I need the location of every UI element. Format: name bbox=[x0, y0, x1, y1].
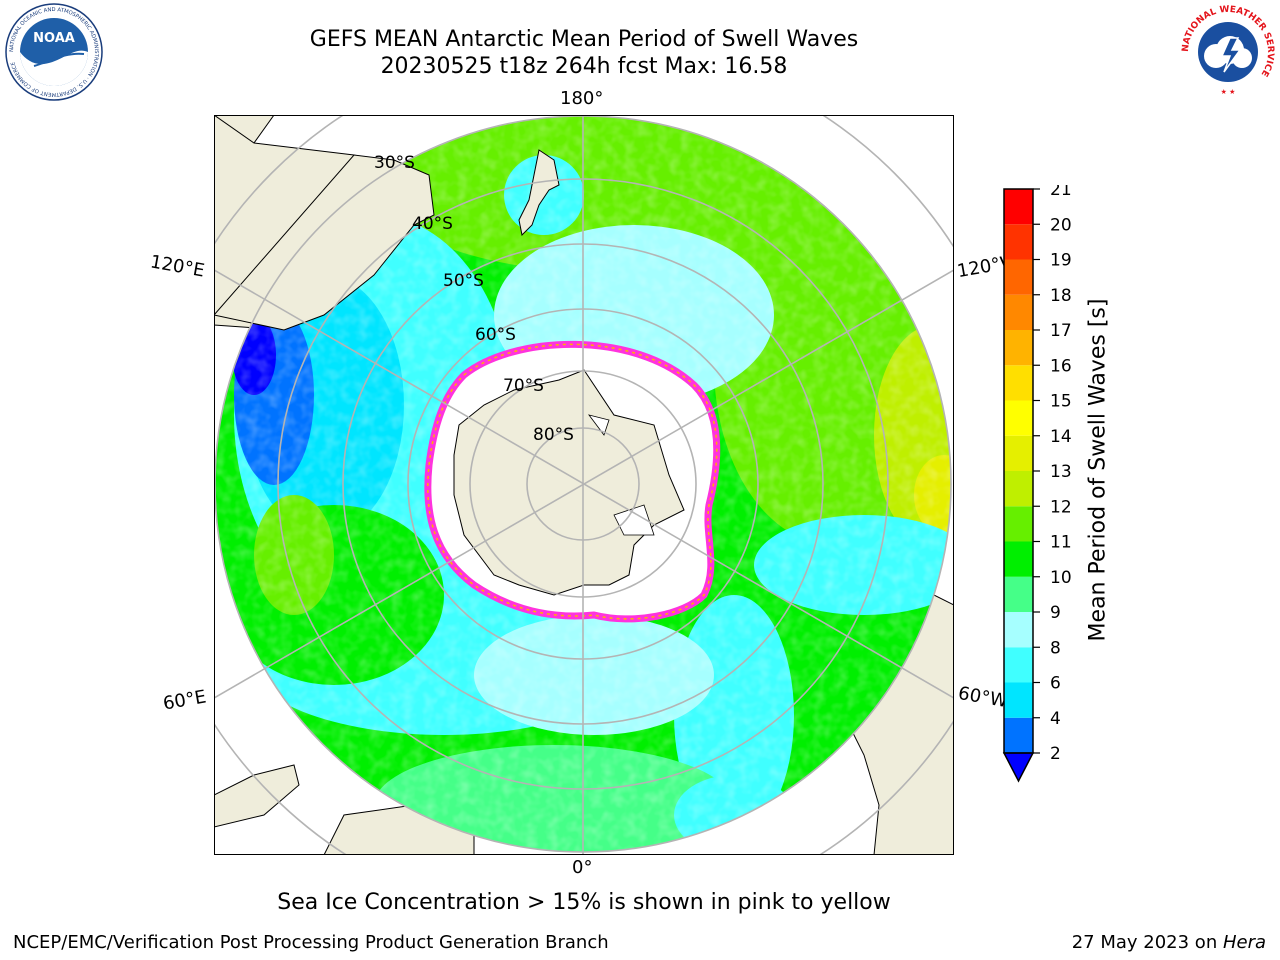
colorbar-label: Mean Period of Swell Waves [s] bbox=[1085, 298, 1111, 642]
colorbar-tick-label: 6 bbox=[1050, 674, 1061, 694]
nws-logo: NATIONAL WEATHER SERVICE ★ ★ bbox=[1180, 4, 1276, 100]
noaa-logo: NATIONAL OCEANIC AND ATMOSPHERIC ADMINIS… bbox=[5, 3, 103, 101]
colorbar-tick-label: 20 bbox=[1050, 215, 1072, 235]
colorbar-tick-label: 2 bbox=[1050, 744, 1061, 764]
graticule bbox=[214, 115, 954, 855]
plot-title: GEFS MEAN Antarctic Mean Period of Swell… bbox=[309, 27, 859, 52]
colorbar-tick-label: 9 bbox=[1050, 603, 1061, 623]
colorbar-segment bbox=[1004, 471, 1033, 507]
sea-ice-caption: Sea Ice Concentration > 15% is shown in … bbox=[277, 890, 891, 915]
colorbar-segment bbox=[1004, 682, 1033, 718]
colorbar-segment bbox=[1004, 259, 1033, 295]
footer-host: Hera bbox=[1222, 932, 1266, 953]
colorbar-tick-label: 17 bbox=[1050, 321, 1072, 341]
lat-label-60s: 60°S bbox=[475, 325, 516, 345]
colorbar-tick-label: 10 bbox=[1050, 568, 1072, 588]
colorbar: 2 4 6 8 9 10 11 12 13 14 15 16 17 18 19 20 21 bbox=[1002, 185, 1072, 783]
footer-date-text: 27 May 2023 on bbox=[1071, 932, 1223, 953]
colorbar-segment bbox=[1004, 224, 1033, 260]
lat-label-30s: 30°S bbox=[374, 153, 415, 173]
footer-credit: NCEP/EMC/Verification Post Processing Pr… bbox=[13, 932, 609, 953]
colorbar-tick-label: 21 bbox=[1050, 185, 1072, 200]
colorbar-tick-label: 16 bbox=[1050, 356, 1072, 376]
lon-label-120e: 120°E bbox=[148, 251, 207, 282]
colorbar-segment bbox=[1004, 576, 1033, 612]
colorbar-tick-label: 11 bbox=[1050, 533, 1072, 553]
new-zealand-land bbox=[518, 149, 560, 237]
lon-label-60e: 60°E bbox=[161, 686, 208, 715]
lat-label-80s: 80°S bbox=[533, 425, 574, 445]
lon-label-0: 0° bbox=[572, 857, 593, 878]
colorbar-tick-label: 15 bbox=[1050, 392, 1072, 412]
colorbar-tick-label: 4 bbox=[1050, 709, 1061, 729]
colorbar-segment bbox=[1004, 541, 1033, 577]
colorbar-segments bbox=[1002, 188, 1035, 783]
polar-map: 30°S 40°S 50°S 60°S 70°S 80°S bbox=[214, 115, 954, 855]
colorbar-ticks: 2 4 6 8 9 10 11 12 13 14 15 16 17 18 19 20 21 bbox=[1033, 185, 1072, 764]
colorbar-tick-label: 13 bbox=[1050, 462, 1072, 482]
colorbar-tick-label: 14 bbox=[1050, 427, 1072, 447]
colorbar-segment bbox=[1004, 400, 1033, 436]
lat-label-70s: 70°S bbox=[503, 376, 544, 396]
colorbar-segment bbox=[1004, 647, 1033, 683]
colorbar-under-triangle bbox=[1002, 752, 1035, 783]
plot-subtitle: 20230525 t18z 264h fcst Max: 16.58 bbox=[380, 54, 788, 79]
colorbar-segment bbox=[1004, 294, 1033, 330]
colorbar-tick-label: 12 bbox=[1050, 497, 1072, 517]
colorbar-segment bbox=[1004, 189, 1033, 225]
colorbar-segment bbox=[1004, 365, 1033, 401]
lon-label-180: 180° bbox=[560, 88, 604, 109]
sea-ice-and-antarctica bbox=[424, 340, 721, 623]
colorbar-segment bbox=[1004, 435, 1033, 471]
footer-date: 27 May 2023 on Hera bbox=[1072, 932, 1266, 953]
noaa-logo-text: NOAA bbox=[33, 31, 75, 46]
colorbar-segment bbox=[1004, 612, 1033, 648]
colorbar-tick-label: 19 bbox=[1050, 251, 1072, 271]
colorbar-segment bbox=[1004, 330, 1033, 366]
lat-label-40s: 40°S bbox=[412, 214, 453, 234]
colorbar-segment bbox=[1004, 506, 1033, 542]
svg-text:★ ★: ★ ★ bbox=[1221, 88, 1236, 96]
colorbar-tick-label: 18 bbox=[1050, 286, 1072, 306]
colorbar-segment bbox=[1004, 717, 1033, 753]
lat-label-50s: 50°S bbox=[443, 271, 484, 291]
colorbar-tick-label: 8 bbox=[1050, 638, 1061, 658]
